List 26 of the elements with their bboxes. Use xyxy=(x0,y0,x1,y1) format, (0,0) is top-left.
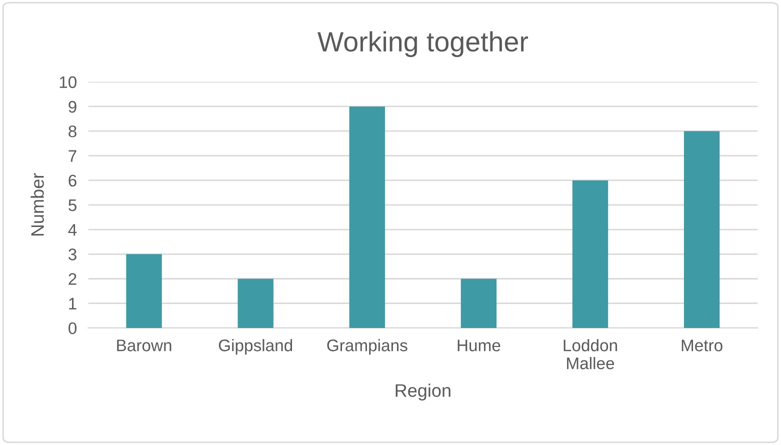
x-axis-title: Region xyxy=(396,384,450,401)
x-tick-label: Hume xyxy=(458,340,500,352)
x-tick-label: Grampians xyxy=(327,339,408,355)
bar xyxy=(126,254,162,328)
y-tick-label: 2 xyxy=(68,273,76,285)
y-tick-label: 1 xyxy=(69,298,76,310)
y-tick-label: 10 xyxy=(60,76,76,88)
y-tick-label: 7 xyxy=(68,150,76,162)
bar xyxy=(460,278,497,328)
y-tick-label: 5 xyxy=(68,199,76,212)
bar xyxy=(684,131,720,328)
y-tick-label: 9 xyxy=(68,100,76,113)
bar xyxy=(572,180,608,328)
x-tick-label: Metro xyxy=(682,340,722,352)
bar xyxy=(349,106,385,328)
y-tick-label: 0 xyxy=(68,322,76,334)
chart-title: Working together xyxy=(318,31,528,58)
y-tick-label: 3 xyxy=(68,248,76,260)
y-tick-label: 6 xyxy=(68,174,76,187)
x-tick-label: Gippsland xyxy=(218,339,292,355)
bar xyxy=(238,278,274,328)
y-tick-label: 4 xyxy=(68,224,77,236)
y-axis-title: Number xyxy=(30,173,44,236)
y-tick-label: 8 xyxy=(68,126,76,138)
x-tick-label: Barown xyxy=(117,340,172,352)
x-tick-label: Loddon Mallee xyxy=(564,339,617,370)
